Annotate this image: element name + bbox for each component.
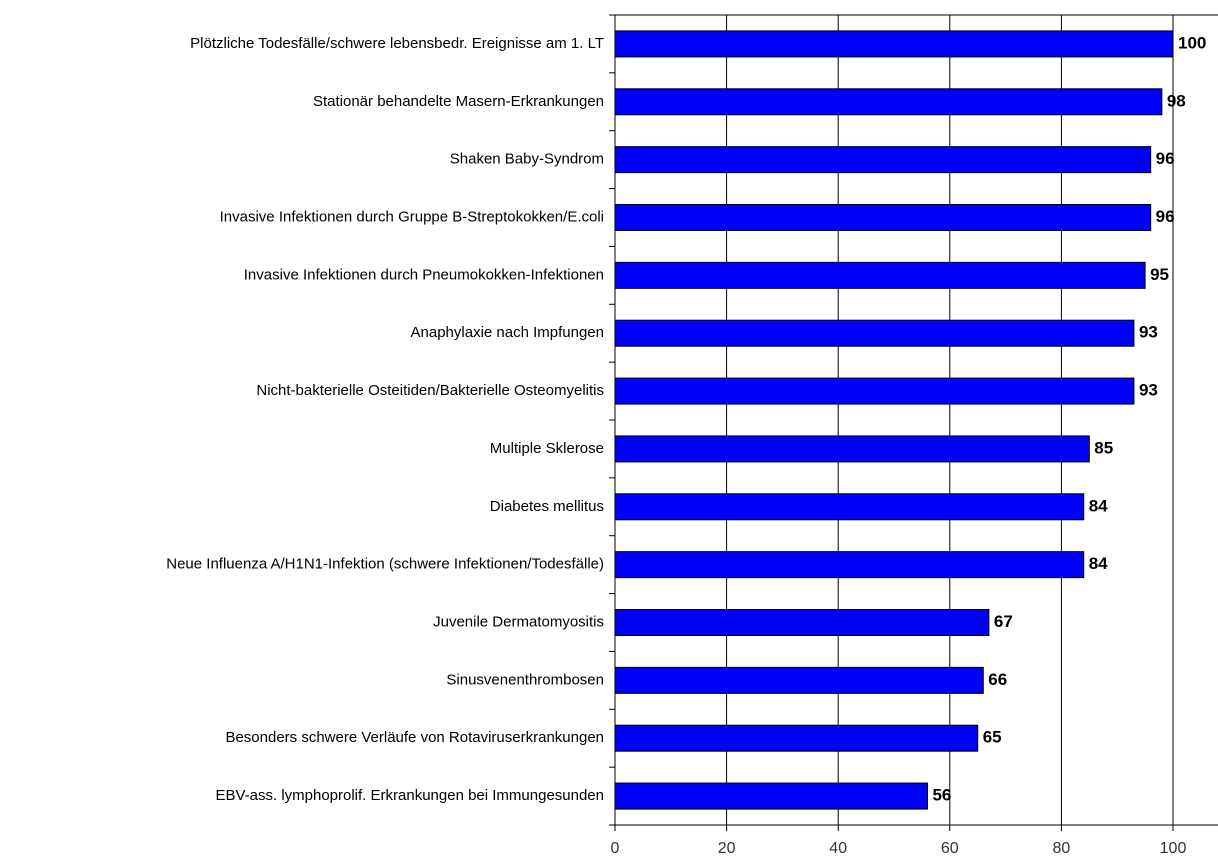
category-label: Anaphylaxie nach Impfungen	[411, 324, 604, 341]
category-label: Invasive Infektionen durch Gruppe B-Stre…	[220, 208, 604, 225]
value-label: 84	[1089, 554, 1108, 573]
value-label: 95	[1150, 265, 1169, 284]
value-label: 85	[1094, 438, 1113, 457]
category-label: Invasive Infektionen durch Pneumokokken-…	[244, 266, 604, 283]
category-label: Multiple Sklerose	[490, 440, 604, 457]
bar	[614, 261, 1146, 289]
value-label: 56	[932, 786, 951, 805]
value-label: 96	[1156, 207, 1175, 226]
x-tick-label: 60	[941, 840, 959, 857]
x-tick-label: 20	[718, 840, 736, 857]
value-label: 66	[988, 670, 1007, 689]
bar	[614, 319, 1135, 347]
category-label: Diabetes mellitus	[490, 498, 604, 515]
category-label: Neue Influenza A/H1N1-Infektion (schwere…	[166, 556, 604, 573]
bar	[614, 88, 1163, 116]
value-label: 96	[1156, 149, 1175, 168]
category-label: Juvenile Dermatomyositis	[433, 613, 604, 630]
category-label: Sinusvenenthrombosen	[446, 671, 604, 688]
value-label: 84	[1089, 496, 1108, 515]
bar	[614, 30, 1174, 58]
value-label: 65	[983, 728, 1002, 747]
bar	[614, 146, 1152, 174]
bar	[614, 724, 979, 752]
bar	[614, 204, 1152, 231]
bar	[614, 782, 928, 810]
category-label: Besonders schwere Verläufe von Rotavirus…	[225, 729, 604, 746]
category-label: Shaken Baby-Syndrom	[450, 151, 604, 168]
category-label: EBV-ass. lymphoprolif. Erkrankungen bei …	[215, 787, 604, 804]
value-label: 93	[1139, 323, 1158, 342]
bar	[614, 377, 1135, 405]
x-tick-label: 100	[1160, 840, 1187, 857]
value-label: 100	[1178, 33, 1206, 52]
category-label: Stationär behandelte Masern-Erkrankungen	[313, 93, 604, 110]
x-tick-label: 80	[1053, 840, 1071, 857]
x-tick-label: 0	[611, 840, 620, 857]
bar	[614, 609, 990, 636]
bar	[614, 493, 1085, 521]
x-tick-label: 40	[829, 840, 847, 857]
value-label: 98	[1167, 91, 1186, 110]
bar	[614, 551, 1085, 579]
bar	[614, 666, 984, 694]
category-label: Plötzliche Todesfälle/schwere lebensbedr…	[190, 35, 604, 52]
value-label: 67	[994, 612, 1013, 631]
bar	[614, 435, 1090, 463]
category-label: Nicht-bakterielle Osteitiden/Bakterielle…	[256, 382, 604, 399]
value-label: 93	[1139, 381, 1158, 400]
